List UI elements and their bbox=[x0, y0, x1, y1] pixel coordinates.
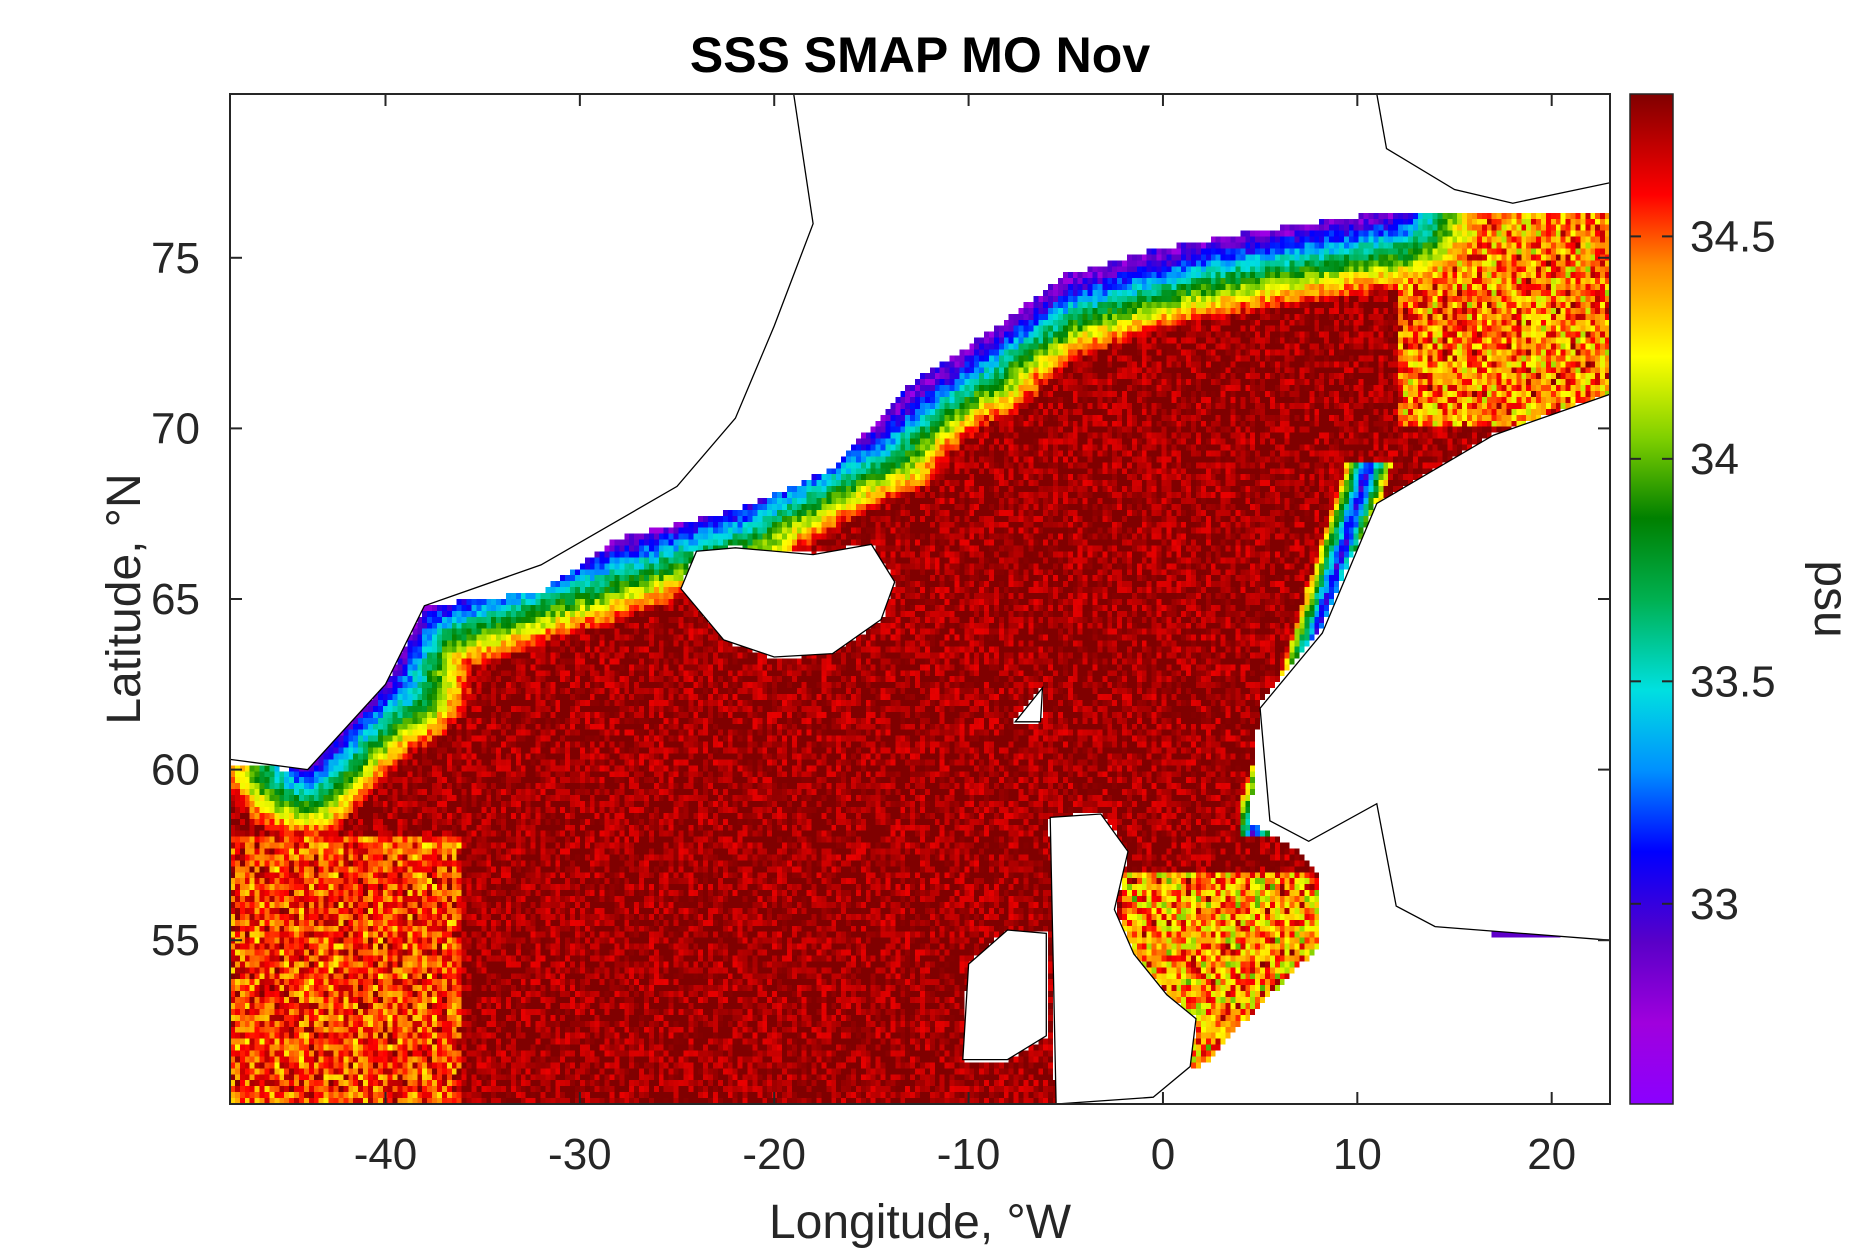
x-tick-label: 0 bbox=[1151, 1130, 1175, 1179]
x-tick-label: -10 bbox=[937, 1130, 1001, 1179]
y-tick-label: 55 bbox=[151, 916, 200, 965]
colorbar bbox=[1629, 93, 1674, 1105]
scandinavia-land bbox=[1259, 393, 1610, 941]
map-plot-area bbox=[230, 94, 1610, 1104]
colorbar-tick-label: 34.5 bbox=[1690, 212, 1776, 261]
chart-title: SSS SMAP MO Nov bbox=[690, 27, 1150, 83]
ireland-land bbox=[962, 929, 1047, 1061]
colorbar-tick-label: 34 bbox=[1690, 435, 1739, 484]
y-tick-label: 75 bbox=[151, 234, 200, 283]
greenland-land bbox=[230, 94, 814, 771]
colorbar-tick-label: 33.5 bbox=[1690, 657, 1776, 706]
x-tick-label: 10 bbox=[1333, 1130, 1382, 1179]
x-axis-ticks: -40 -30 -20 -10 0 10 20 bbox=[354, 94, 1576, 1179]
y-tick-label: 70 bbox=[151, 404, 200, 453]
x-axis-label: Longitude, °W bbox=[769, 1196, 1072, 1249]
britain-land bbox=[1049, 813, 1197, 1104]
colorbar-ticks: 33 33.5 34 34.5 bbox=[1630, 212, 1776, 929]
faroe-land bbox=[1013, 685, 1044, 723]
y-tick-label: 65 bbox=[151, 575, 200, 624]
x-tick-label: -20 bbox=[742, 1130, 806, 1179]
x-tick-label: -30 bbox=[548, 1130, 612, 1179]
iceland-land bbox=[680, 543, 896, 658]
colorbar-tick-label: 33 bbox=[1690, 880, 1739, 929]
land-masks bbox=[230, 94, 1610, 1104]
y-tick-label: 60 bbox=[151, 746, 200, 795]
colorbar-label: psu bbox=[1804, 560, 1857, 637]
svalbard-land bbox=[1376, 94, 1610, 204]
y-axis-label: Latitude, °N bbox=[98, 473, 151, 724]
x-tick-label: 20 bbox=[1527, 1130, 1576, 1179]
y-axis-ticks: 55 60 65 70 75 bbox=[151, 234, 1610, 965]
x-tick-label: -40 bbox=[354, 1130, 418, 1179]
